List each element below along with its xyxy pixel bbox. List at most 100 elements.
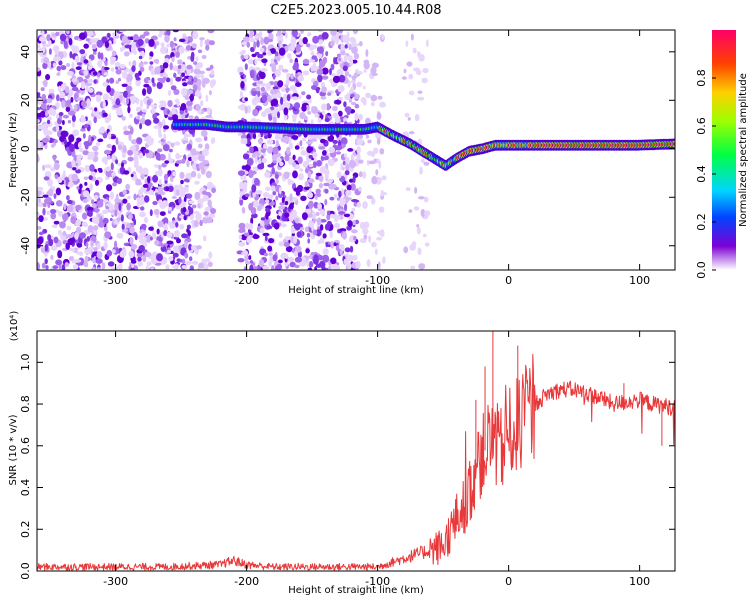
noise-blob bbox=[121, 162, 124, 168]
noise-blob bbox=[185, 260, 192, 266]
noise-blob bbox=[197, 49, 203, 54]
noise-blob bbox=[378, 206, 385, 213]
noise-blob bbox=[333, 264, 341, 270]
noise-blob bbox=[209, 79, 216, 87]
noise-blob bbox=[68, 38, 73, 46]
noise-blob bbox=[264, 235, 268, 242]
noise-blob bbox=[270, 58, 275, 65]
noise-blob bbox=[356, 133, 364, 140]
noise-blob bbox=[257, 54, 264, 59]
noise-blob bbox=[129, 113, 133, 118]
snr-plot-area bbox=[37, 331, 675, 571]
noise-blob bbox=[135, 78, 141, 87]
noise-blob bbox=[179, 259, 183, 263]
noise-blob bbox=[309, 181, 313, 189]
noise-blob bbox=[278, 47, 286, 56]
noise-blob bbox=[45, 196, 52, 204]
noise-blob bbox=[87, 78, 93, 84]
x-tick-label: -300 bbox=[103, 575, 128, 588]
noise-blob bbox=[195, 56, 199, 62]
noise-blob bbox=[97, 60, 103, 68]
noise-blob bbox=[318, 64, 323, 70]
noise-blob bbox=[103, 149, 111, 155]
noise-blob bbox=[53, 162, 60, 171]
noise-blob bbox=[270, 99, 275, 107]
noise-blob bbox=[244, 232, 250, 237]
noise-blob bbox=[280, 87, 287, 92]
noise-blob bbox=[192, 30, 199, 40]
noise-blob bbox=[337, 85, 345, 93]
noise-blob bbox=[172, 30, 179, 33]
x-tick-label: -300 bbox=[103, 274, 128, 287]
noise-blob bbox=[205, 67, 212, 72]
x-tick-label: -100 bbox=[365, 274, 390, 287]
noise-blob bbox=[68, 134, 75, 143]
noise-blob bbox=[92, 145, 99, 152]
noise-blob bbox=[305, 105, 310, 111]
noise-blob bbox=[107, 261, 115, 267]
noise-blob bbox=[43, 176, 50, 181]
noise-blob bbox=[186, 228, 190, 233]
noise-blob bbox=[67, 199, 73, 205]
noise-blob bbox=[148, 226, 154, 231]
noise-blob bbox=[119, 64, 126, 69]
noise-blob bbox=[245, 260, 251, 265]
noise-blob bbox=[84, 142, 89, 150]
noise-blob bbox=[126, 202, 131, 211]
noise-blob bbox=[181, 265, 187, 269]
noise-blob bbox=[340, 43, 345, 51]
noise-blob bbox=[197, 198, 204, 205]
noise-blob bbox=[326, 213, 331, 221]
noise-blob bbox=[333, 242, 337, 247]
noise-blob bbox=[202, 77, 210, 84]
noise-blob bbox=[154, 262, 162, 266]
noise-blob bbox=[299, 168, 303, 172]
noise-blob bbox=[299, 112, 306, 120]
colorbar: 0.0 0.2 0.4 0.6 0.8 Normalized spectral ampl… bbox=[695, 30, 749, 279]
noise-blob bbox=[257, 163, 265, 170]
noise-blob bbox=[37, 112, 44, 118]
noise-blob bbox=[175, 205, 181, 210]
noise-blob bbox=[307, 192, 313, 199]
noise-blob bbox=[255, 190, 263, 195]
noise-blob bbox=[144, 178, 148, 185]
noise-blob bbox=[253, 200, 259, 208]
noise-blob bbox=[318, 182, 323, 189]
noise-blob bbox=[318, 46, 324, 54]
noise-blob bbox=[76, 242, 83, 248]
noise-blob bbox=[320, 103, 328, 111]
noise-blob bbox=[76, 186, 80, 190]
noise-blob bbox=[58, 112, 64, 116]
noise-blob bbox=[289, 193, 293, 202]
noise-blob bbox=[154, 164, 159, 168]
noise-blob bbox=[335, 151, 342, 155]
noise-blob bbox=[37, 226, 42, 230]
noise-blob bbox=[350, 37, 357, 46]
noise-blob bbox=[334, 117, 341, 124]
noise-blob bbox=[37, 44, 41, 49]
noise-blob bbox=[142, 88, 147, 96]
noise-blob bbox=[273, 80, 278, 88]
noise-blob bbox=[154, 240, 160, 246]
noise-blob bbox=[191, 260, 199, 265]
noise-blob bbox=[304, 226, 309, 233]
noise-blob bbox=[248, 169, 254, 179]
noise-blob bbox=[183, 196, 187, 203]
noise-blob bbox=[63, 40, 68, 49]
noise-blob bbox=[245, 222, 250, 230]
noise-blob bbox=[141, 108, 148, 113]
noise-blob bbox=[352, 254, 358, 261]
noise-blob bbox=[293, 236, 298, 244]
noise-blob bbox=[324, 117, 330, 123]
noise-blob bbox=[178, 46, 185, 54]
noise-blob bbox=[296, 231, 302, 238]
noise-blob bbox=[62, 170, 66, 177]
noise-blob bbox=[71, 248, 76, 253]
noise-blob bbox=[158, 178, 162, 186]
noise-blob bbox=[187, 56, 191, 60]
noise-blob bbox=[284, 253, 288, 260]
noise-blob bbox=[66, 99, 71, 108]
noise-blob bbox=[302, 137, 306, 142]
noise-blob bbox=[377, 261, 381, 268]
